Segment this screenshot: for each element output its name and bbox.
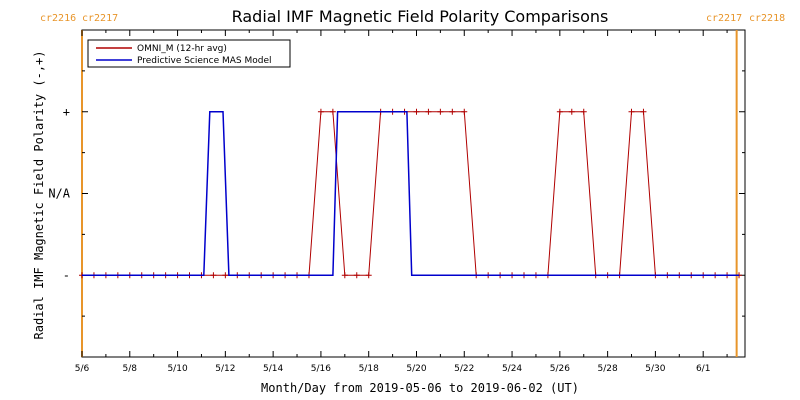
series-line-mas bbox=[82, 111, 739, 277]
chart-title: Radial IMF Magnetic Field Polarity Compa… bbox=[232, 7, 609, 26]
legend-box bbox=[87, 39, 291, 68]
x-tick-label: 5/24 bbox=[502, 364, 522, 374]
y-tick-label: N/A bbox=[48, 187, 70, 201]
data-point-omni bbox=[580, 108, 587, 115]
x-tick-label: 6/1 bbox=[696, 364, 710, 374]
cr-label-left-1: cr2216 bbox=[40, 13, 76, 24]
y-tick-label: + bbox=[63, 105, 70, 119]
x-tick-label: 5/30 bbox=[645, 364, 665, 374]
legend-label-omni: OMNI_M (12-hr avg) bbox=[137, 44, 227, 54]
data-point-omni bbox=[210, 272, 217, 279]
data-point-omni bbox=[317, 108, 324, 115]
data-point-omni bbox=[425, 108, 432, 115]
data-point-omni bbox=[353, 272, 360, 279]
x-tick-label: 5/6 bbox=[75, 364, 90, 374]
data-point-omni bbox=[556, 108, 563, 115]
data-point-omni bbox=[329, 108, 336, 115]
x-tick-label: 5/26 bbox=[550, 364, 570, 374]
x-tick-label: 5/10 bbox=[167, 364, 187, 374]
data-point-omni bbox=[640, 108, 647, 115]
x-tick-label: 5/28 bbox=[598, 364, 618, 374]
x-axis-label: Month/Day from 2019-05-06 to 2019-06-02 … bbox=[261, 381, 579, 395]
data-point-omni bbox=[568, 108, 575, 115]
cr-label-right-1: cr2217 bbox=[706, 13, 742, 24]
cr-label-left-2: cr2217 bbox=[82, 13, 118, 24]
data-point-omni bbox=[628, 108, 635, 115]
data-point-omni bbox=[437, 108, 444, 115]
cr-label-right-2: cr2218 bbox=[749, 13, 785, 24]
legend-label-mas: Predictive Science MAS Model bbox=[137, 56, 272, 66]
data-point-omni bbox=[461, 108, 468, 115]
x-tick-label: 5/14 bbox=[263, 364, 283, 374]
data-point-omni bbox=[413, 108, 420, 115]
x-tick-label: 5/18 bbox=[359, 364, 379, 374]
data-point-omni bbox=[449, 108, 456, 115]
y-axis-label: Radial IMF Magnetic Field Polarity (-,+) bbox=[32, 51, 46, 340]
y-tick-label: - bbox=[63, 268, 70, 282]
x-tick-label: 5/12 bbox=[215, 364, 235, 374]
x-tick-label: 5/8 bbox=[123, 364, 138, 374]
data-point-omni bbox=[222, 272, 229, 279]
x-tick-label: 5/22 bbox=[454, 364, 474, 374]
data-point-omni bbox=[365, 272, 372, 279]
x-tick-label: 5/20 bbox=[406, 364, 426, 374]
data-point-omni bbox=[341, 272, 348, 279]
x-tick-label: 5/16 bbox=[311, 364, 331, 374]
plot-frame bbox=[81, 29, 746, 358]
legend: OMNI_M (12-hr avg) Predictive Science MA… bbox=[87, 39, 291, 68]
